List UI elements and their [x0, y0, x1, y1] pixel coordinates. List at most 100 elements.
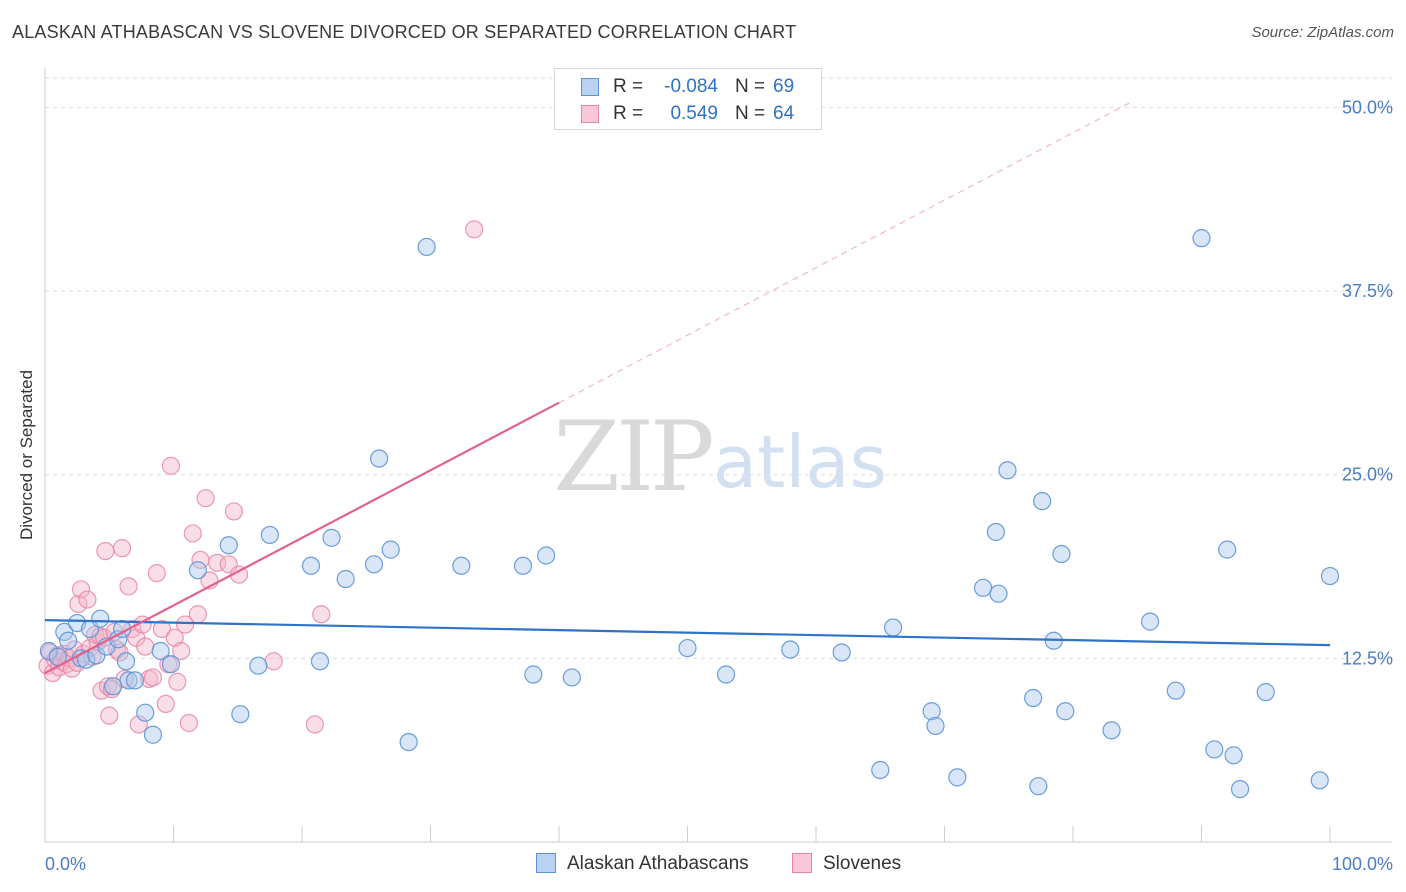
athabascan-point: [1166, 681, 1185, 700]
legend-swatch-blue: [536, 853, 556, 873]
slovene-point: [172, 641, 191, 661]
slovene-point: [152, 619, 172, 639]
athabascan-points: [39, 229, 1340, 799]
athabascan-point: [125, 671, 145, 690]
athabascan-point: [1205, 740, 1224, 759]
athabascan-point: [231, 705, 250, 724]
y-tick-label: 50.0%: [1342, 97, 1393, 117]
slovene-point: [112, 539, 132, 558]
slovene-point: [208, 553, 227, 572]
athabascan-point: [513, 556, 533, 575]
athabascan-point: [249, 656, 268, 675]
athabascan-point: [716, 665, 736, 684]
athabascan-point: [1310, 771, 1329, 790]
watermark: ZIP atlas: [553, 401, 887, 513]
slovene-point: [179, 713, 199, 733]
stats-n-label: N =: [735, 76, 766, 97]
athabascan-point: [1052, 544, 1071, 564]
athabascan-point: [136, 703, 155, 722]
athabascan-point: [1224, 746, 1243, 765]
source-label: Source: ZipAtlas.com: [1251, 24, 1394, 41]
athabascan-point: [39, 641, 58, 661]
legend-label: Slovenes: [823, 853, 902, 874]
watermark-atlas: atlas: [713, 420, 887, 504]
athabascan-point: [973, 578, 993, 597]
athabascan-point: [926, 716, 945, 736]
athabascan-point: [537, 546, 556, 565]
athabascan-point: [989, 584, 1008, 603]
slovene-trend-line: [44, 401, 560, 675]
athabascan-point: [1320, 566, 1340, 586]
athabascan-point: [1140, 612, 1160, 631]
athabascan-point: [91, 609, 110, 628]
slovene-point: [305, 715, 324, 734]
athabascan-point: [417, 237, 436, 257]
stats-n-value: 69: [773, 76, 795, 97]
slovene-point: [196, 489, 215, 508]
legend-label: Alaskan Athabascans: [567, 853, 749, 874]
athabascan-point: [781, 640, 800, 659]
slovene-point: [312, 605, 331, 624]
legend-swatch-pink: [792, 853, 812, 873]
chart-title: ALASKAN ATHABASCAN VS SLOVENE DIVORCED O…: [12, 22, 797, 42]
slovene-point: [69, 594, 88, 614]
athabascan-trend-line: [44, 619, 1331, 647]
athabascan-point: [871, 760, 890, 780]
athabascan-point: [119, 671, 138, 690]
athabascan-point: [1029, 777, 1048, 796]
slovene-point: [156, 694, 175, 713]
slovene-point: [129, 715, 148, 734]
athabascan-point: [310, 652, 330, 671]
slovene-point: [183, 524, 202, 543]
slovene-point: [119, 577, 138, 596]
stats-n-label: N =: [735, 103, 766, 124]
slovene-point: [147, 564, 166, 583]
athabascan-point: [986, 522, 1006, 542]
athabascan-point: [998, 461, 1017, 480]
athabascan-point: [59, 631, 78, 650]
slovene-point: [161, 456, 181, 475]
slovene-point: [188, 605, 208, 624]
athabascan-point: [143, 725, 163, 744]
slovene-point: [96, 541, 115, 561]
slovene-point: [168, 672, 187, 691]
athabascan-point: [161, 655, 181, 674]
slovene-point: [71, 580, 91, 599]
athabascan-point: [116, 652, 136, 671]
slovene-point: [224, 502, 243, 521]
athabascan-point: [55, 622, 74, 642]
stats-r-label: R =: [613, 76, 644, 97]
athabascan-point: [151, 641, 170, 661]
slovene-point: [175, 615, 195, 634]
athabascan-point: [1256, 683, 1275, 702]
slovene-point: [264, 652, 283, 671]
athabascan-point: [370, 449, 389, 468]
stats-row-slovene: R = 0.549 N = 64: [555, 101, 821, 128]
stats-n-value: 64: [773, 103, 795, 124]
stats-box: R = -0.084 N = 69 R = 0.549 N = 64: [554, 68, 822, 130]
athabascan-point: [104, 677, 123, 696]
stats-r-label: R =: [613, 103, 644, 124]
athabascan-point: [188, 561, 208, 580]
x-tick-label: 0.0%: [45, 854, 86, 874]
athabascan-point: [1192, 229, 1211, 248]
athabascan-point: [1056, 702, 1075, 721]
athabascan-point: [381, 540, 400, 559]
slovene-point: [100, 706, 119, 725]
athabascan-point: [260, 525, 279, 545]
athabascan-point: [678, 638, 697, 658]
stats-row-athabascan: R = -0.084 N = 69: [555, 74, 821, 101]
athabascan-point: [336, 569, 355, 589]
slovene-point: [465, 220, 484, 239]
stats-swatch-blue: [581, 78, 599, 96]
athabascan-point: [922, 702, 941, 721]
athabascan-point: [1024, 688, 1043, 708]
x-tick-label: 100.0%: [1332, 854, 1393, 874]
athabascan-point: [301, 556, 321, 575]
athabascan-point: [364, 555, 384, 574]
athabascan-point: [1033, 492, 1052, 511]
stats-r-value: 0.549: [670, 103, 718, 124]
athabascan-point: [399, 732, 418, 752]
y-tick-label: 12.5%: [1342, 648, 1393, 668]
athabascan-point: [948, 768, 967, 787]
